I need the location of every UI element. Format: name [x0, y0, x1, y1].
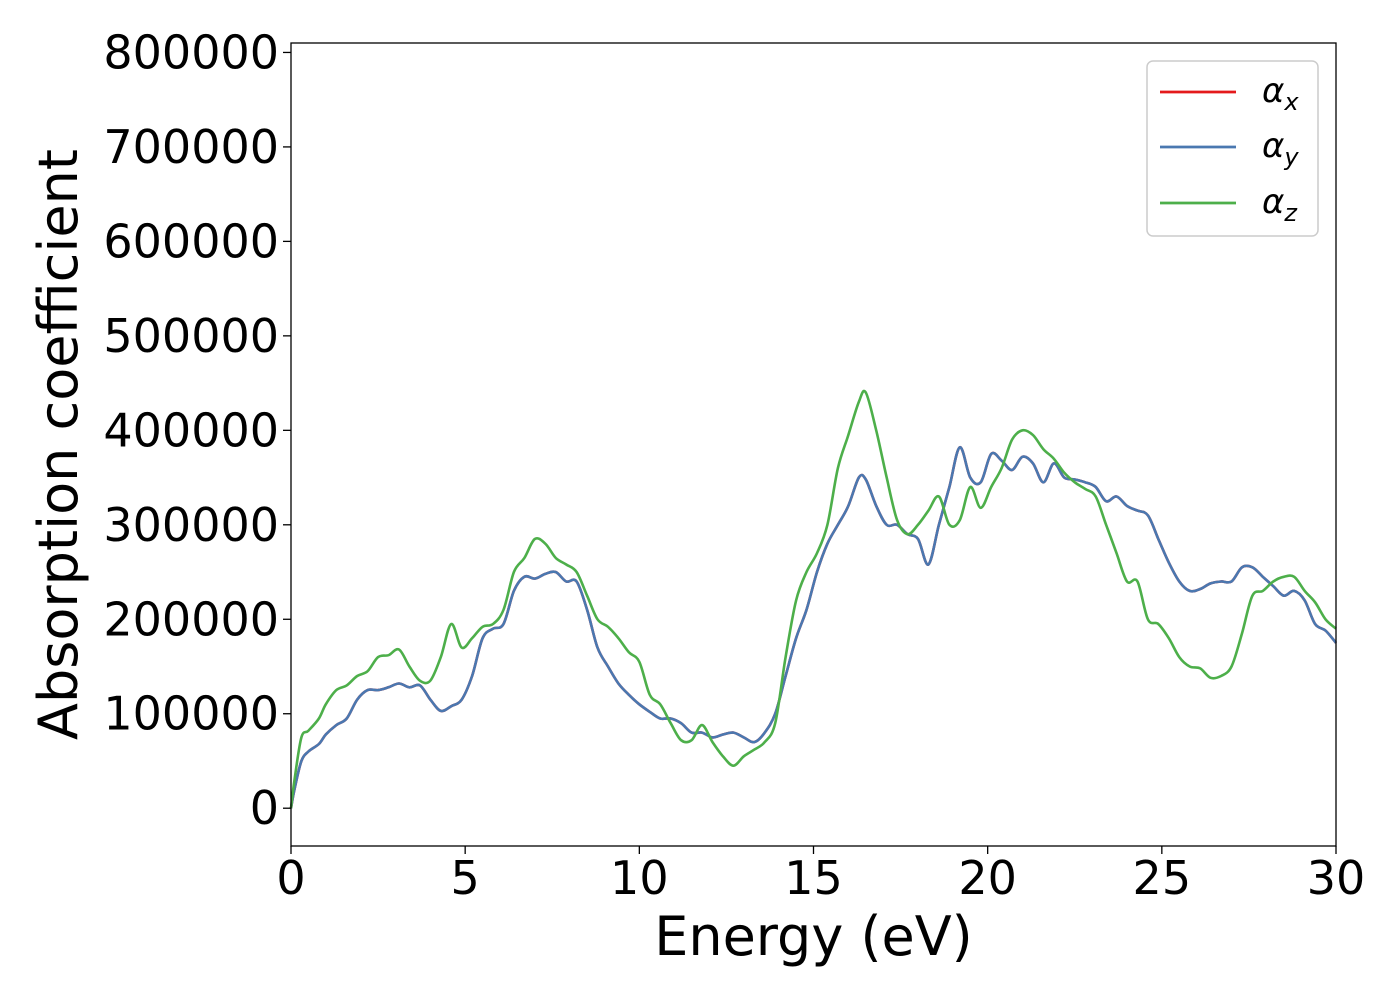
y-axis-label: Absorption coefficient	[27, 149, 90, 740]
ticks-layer: 0 5 10 15 20 25 30 0 100000 200000 300000 400000 500…	[103, 25, 1365, 905]
plot-frame	[290, 42, 1337, 847]
legend-label-x: αx	[1262, 71, 1299, 116]
y-tick-label: 600000	[103, 214, 279, 268]
x-tick-label: 15	[784, 851, 843, 905]
y-tick-label: 700000	[103, 120, 279, 174]
legend-label-y: αy	[1262, 126, 1299, 171]
legend-box	[1146, 60, 1319, 237]
legend: αx αy αz	[1146, 60, 1319, 237]
series-line-y	[289, 445, 1338, 809]
y-tick-label: 300000	[103, 498, 279, 552]
y-tick-label: 0	[250, 781, 279, 835]
x-tick-label: 5	[451, 851, 480, 905]
y-tick-label: 800000	[103, 25, 279, 79]
legend-label-z: αz	[1262, 182, 1298, 227]
y-tick-label: 400000	[103, 403, 279, 457]
x-tick-label: 30	[1307, 851, 1366, 905]
y-tick-label: 500000	[103, 309, 279, 363]
y-tick-label: 200000	[103, 592, 279, 646]
y-tick-label: 100000	[103, 687, 279, 741]
x-tick-label: 20	[958, 851, 1017, 905]
x-tick-label: 0	[276, 851, 305, 905]
series-line-z	[289, 389, 1337, 809]
series-layer	[289, 389, 1338, 809]
x-axis-label: Energy (eV)	[654, 905, 973, 968]
x-tick-label: 25	[1133, 851, 1192, 905]
x-tick-label: 10	[610, 851, 669, 905]
